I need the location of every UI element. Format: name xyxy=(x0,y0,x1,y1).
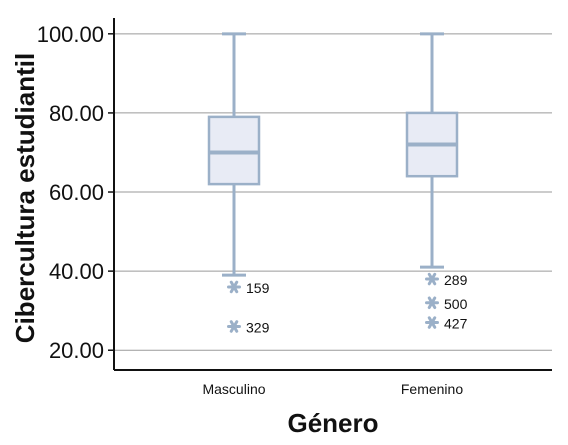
outlier-stroke xyxy=(229,320,239,333)
outlier-marker xyxy=(425,316,439,329)
outlier-marker xyxy=(425,272,439,286)
y-tick-label: 60.00 xyxy=(49,180,104,205)
y-axis-title: Cibercultura estudiantil xyxy=(10,53,40,343)
x-category-label: Femenino xyxy=(401,381,463,397)
outlier-stroke xyxy=(427,316,437,329)
y-tick-label: 100.00 xyxy=(37,22,104,47)
x-axis-title: Género xyxy=(287,408,378,438)
y-tick-label: 40.00 xyxy=(49,259,104,284)
outlier-stroke xyxy=(427,272,437,286)
outlier-label: 500 xyxy=(444,296,468,312)
boxes xyxy=(207,32,459,333)
outlier-marker xyxy=(227,280,241,294)
y-tick-label: 20.00 xyxy=(49,338,104,363)
outlier-stroke xyxy=(427,296,437,310)
outlier-label: 427 xyxy=(444,316,468,332)
tick-labels: 20.00 40.00 60.00 80.00 100.00 159 329 Masculin… xyxy=(37,22,468,397)
outlier-label: 289 xyxy=(444,272,468,288)
box-femenino xyxy=(405,32,459,329)
grid-lines xyxy=(108,33,552,351)
outlier-label: 159 xyxy=(246,280,270,296)
axes xyxy=(113,18,552,371)
outlier-stroke xyxy=(229,280,239,294)
outlier-label: 329 xyxy=(246,319,270,335)
y-tick-label: 80.00 xyxy=(49,101,104,126)
outlier-marker xyxy=(227,320,241,333)
x-category-label: Masculino xyxy=(202,381,265,397)
box-masculino xyxy=(207,32,261,333)
outlier-marker xyxy=(425,296,439,310)
